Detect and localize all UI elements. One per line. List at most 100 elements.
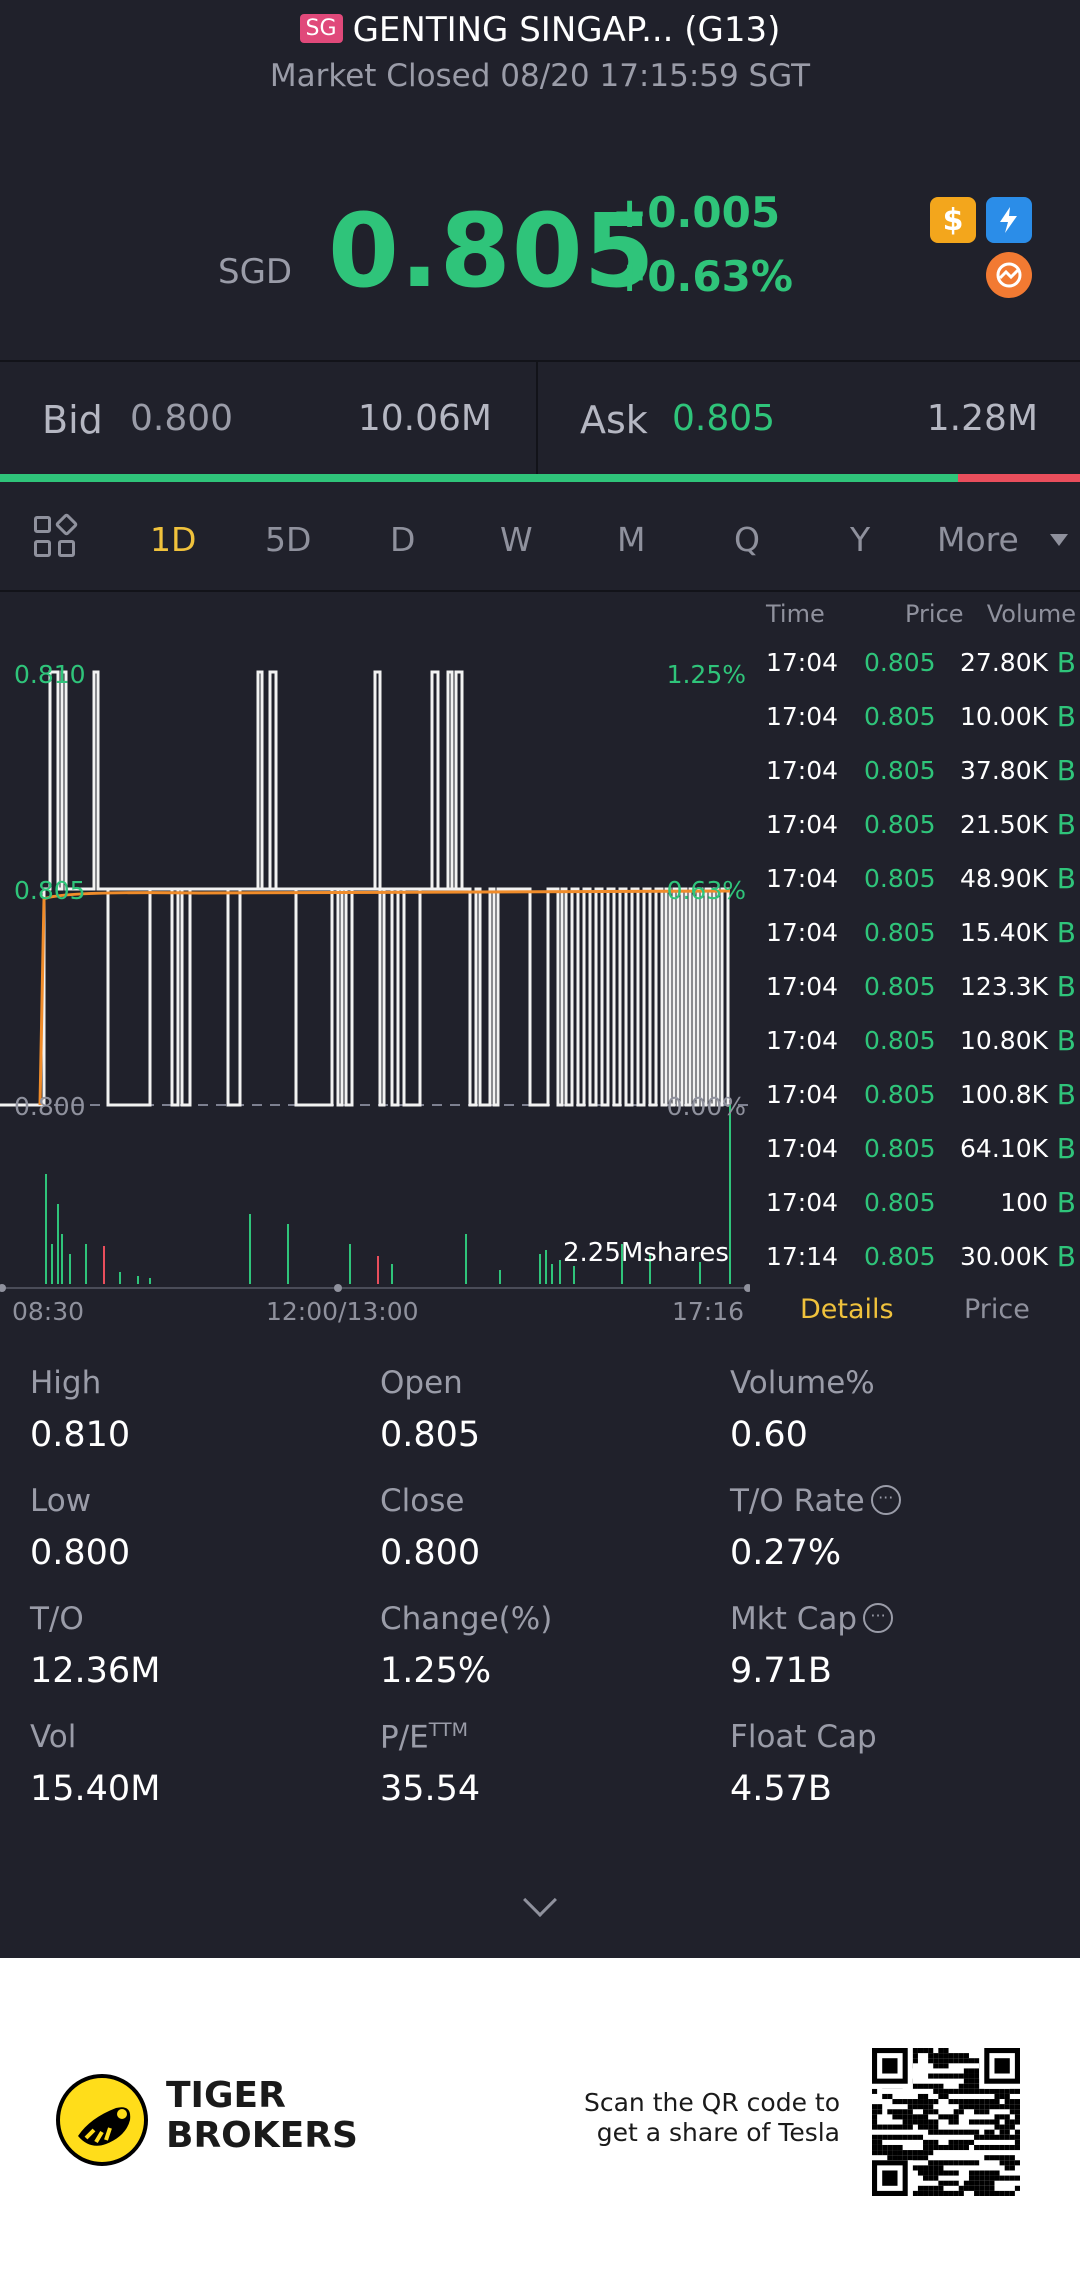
tick-time: 17:04 — [766, 918, 839, 947]
tab-more[interactable]: More — [937, 520, 1019, 559]
brand-line: TIGER — [166, 2075, 286, 2116]
stat-pe-ttm: P/ETTM 35.54 — [380, 1709, 720, 1827]
stock-name: GENTING SINGAP... (G13) — [352, 10, 781, 50]
dollar-icon[interactable]: $ — [930, 197, 976, 243]
tick-row: 17:04 0.805 100 B — [752, 1176, 1080, 1230]
more-info-icon[interactable]: ··· — [870, 1484, 901, 1515]
tick-volume: 30.00K — [960, 1242, 1048, 1271]
bid-ask-ratio-bar — [0, 474, 1080, 482]
stat-high: High 0.810 — [30, 1355, 370, 1473]
tick-volume: 10.00K — [960, 702, 1048, 731]
stat-label: P/ETTM — [380, 1719, 468, 1755]
y-axis-high-pct: 1.25% — [666, 660, 746, 689]
stat-value: 0.60 — [730, 1415, 808, 1455]
stat-turnover: T/O 12.36M — [30, 1591, 370, 1709]
tick-row: 17:04 0.805 15.40K B — [752, 906, 1080, 960]
share-footer: TIGER BROKERS Scan the QR code to get a … — [0, 1958, 1080, 2282]
last-price: 0.805 — [328, 192, 656, 311]
tab-details[interactable]: Details — [800, 1294, 894, 1325]
tab-year[interactable]: Y — [850, 520, 871, 559]
stat-label: Mkt Cap ··· — [730, 1601, 894, 1637]
tick-row: 17:04 0.805 21.50K B — [752, 798, 1080, 852]
tick-time: 17:04 — [766, 702, 839, 731]
stat-label-superscript: TTM — [428, 1719, 469, 1741]
stat-value: 0.27% — [730, 1533, 842, 1573]
tick-time: 17:04 — [766, 1080, 839, 1109]
x-axis-close-label: 17:16 — [672, 1297, 745, 1326]
layout-grid-icon[interactable] — [34, 512, 79, 560]
tick-time: 17:04 — [766, 810, 839, 839]
chart-badge-icon[interactable] — [986, 252, 1032, 298]
tick-price: 0.805 — [864, 1134, 936, 1163]
stat-label: T/O — [30, 1601, 84, 1637]
bid-ask-separator — [536, 362, 538, 474]
tick-row: 17:04 0.805 123.3K B — [752, 960, 1080, 1014]
stat-change-percent: Change(%) 1.25% — [380, 1591, 720, 1709]
qr-caption: Scan the QR code to get a share of Tesla — [584, 2088, 840, 2148]
y-axis-mid-label: 0.805 — [14, 876, 86, 905]
tick-volume: 15.40K — [960, 918, 1048, 947]
tab-quarter[interactable]: Q — [734, 520, 760, 559]
tick-time: 17:04 — [766, 972, 839, 1001]
tick-row: 17:04 0.805 27.80K B — [752, 636, 1080, 690]
tab-price[interactable]: Price — [964, 1294, 1030, 1325]
bid-ratio-fill — [0, 474, 958, 482]
bid-ask-panel[interactable]: Bid 0.800 10.06M Ask 0.805 1.28M — [0, 362, 1080, 474]
tick-time: 17:04 — [766, 1188, 839, 1217]
stats-grid: High 0.810 Open 0.805 Volume% 0.60 Low 0… — [0, 1355, 1080, 1825]
tab-week[interactable]: W — [500, 520, 533, 559]
market-badge: SG — [299, 14, 343, 43]
stat-float-cap: Float Cap 4.57B — [730, 1709, 1070, 1827]
tick-time: 17:04 — [766, 1026, 839, 1055]
x-axis-open-label: 08:30 — [12, 1297, 85, 1326]
tick-price: 0.805 — [864, 1026, 936, 1055]
stat-label-text: P/E — [380, 1719, 429, 1756]
chevron-down-icon[interactable] — [1050, 534, 1068, 546]
market-status: Market Closed 08/20 17:15:59 SGT — [269, 58, 811, 94]
tab-month[interactable]: M — [617, 520, 646, 559]
stat-label-text: T/O Rate — [730, 1483, 865, 1519]
tick-price: 0.805 — [864, 1080, 936, 1109]
tick-dir: B — [1056, 754, 1076, 787]
tick-volume: 27.80K — [960, 648, 1048, 677]
stat-value: 0.800 — [380, 1533, 481, 1573]
tick-time: 17:04 — [766, 756, 839, 785]
stat-volume-percent: Volume% 0.60 — [730, 1355, 1070, 1473]
stat-label: Close — [380, 1483, 465, 1519]
time-and-sales[interactable]: Time Price Volume 17:04 0.805 27.80K B 17:04… — [752, 592, 1080, 1325]
intraday-chart[interactable]: 0.810 0.805 0.800 1.25% 0.63% 0.00% 2.25… — [0, 592, 750, 1326]
lightning-level1-icon[interactable] — [986, 197, 1032, 243]
price-change: +0.005 — [612, 188, 781, 237]
qr-caption-line: get a share of Tesla — [596, 2118, 840, 2147]
tick-time: 17:04 — [766, 864, 839, 893]
stat-value: 1.25% — [380, 1651, 492, 1691]
tick-row: 17:14 0.805 30.00K B — [752, 1230, 1080, 1284]
tab-day[interactable]: D — [390, 520, 416, 559]
price-line — [0, 670, 730, 1107]
y-axis-mid-pct: 0.63% — [666, 876, 746, 905]
ask-label: Ask — [580, 398, 648, 442]
tab-5d[interactable]: 5D — [265, 520, 312, 559]
stat-label: T/O Rate ··· — [730, 1483, 901, 1519]
stat-value: 12.36M — [30, 1651, 161, 1691]
tick-dir: B — [1056, 1132, 1076, 1165]
ask-volume: 1.28M — [926, 398, 1038, 439]
y-axis-low-label: 0.800 — [14, 1092, 86, 1121]
tab-1d[interactable]: 1D — [150, 520, 197, 559]
tick-row: 17:04 0.805 10.00K B — [752, 690, 1080, 744]
stat-volume: Vol 15.40M — [30, 1709, 370, 1827]
average-price-line — [38, 889, 731, 1106]
tick-dir: B — [1056, 970, 1076, 1003]
quote-header: SG GENTING SINGAP... (G13) Market Closed … — [0, 0, 1080, 360]
tick-row: 17:04 0.805 64.10K B — [752, 1122, 1080, 1176]
expand-chevron-icon[interactable] — [523, 1883, 557, 1917]
stat-value: 9.71B — [730, 1651, 832, 1691]
currency-label: SGD — [218, 252, 293, 292]
price-row: SGD 0.805 +0.005 +0.63% $ — [0, 180, 1080, 320]
stat-label: Volume% — [730, 1365, 875, 1401]
x-axis-midday-label: 12:00/13:00 — [266, 1297, 419, 1326]
stat-value: 35.54 — [380, 1769, 481, 1809]
tick-row: 17:04 0.805 48.90K B — [752, 852, 1080, 906]
more-info-icon[interactable]: ··· — [863, 1602, 894, 1633]
stat-close: Close 0.800 — [380, 1473, 720, 1591]
